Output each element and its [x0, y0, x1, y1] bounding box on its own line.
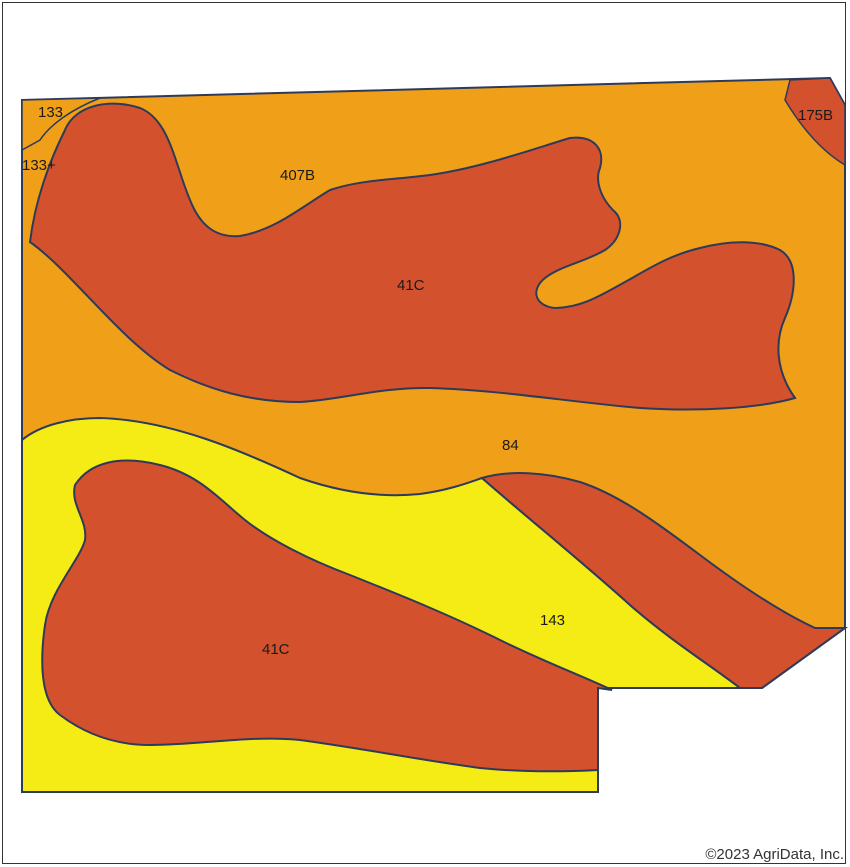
soil-label-133-plus: 133+ — [22, 157, 56, 174]
soil-label-175B: 175B — [798, 107, 833, 124]
soil-label-84: 84 — [502, 437, 519, 454]
soil-label-41C-upper: 41C — [397, 277, 425, 294]
soil-label-143: 143 — [540, 612, 565, 629]
soil-label-41C-lower: 41C — [262, 641, 290, 658]
soil-polygon-175B[interactable] — [784, 77, 846, 167]
soil-polygon-133[interactable] — [21, 97, 101, 152]
soil-polygon-41C-upper[interactable] — [28, 102, 797, 411]
soil-polygon-41C-lower[interactable] — [41, 459, 613, 773]
copyright-notice: ©2023 AgriData, Inc. — [705, 846, 844, 863]
soil-label-133: 133 — [38, 104, 63, 121]
soil-label-407B: 407B — [280, 167, 315, 184]
soil-polygon-41C-right[interactable] — [479, 472, 849, 689]
